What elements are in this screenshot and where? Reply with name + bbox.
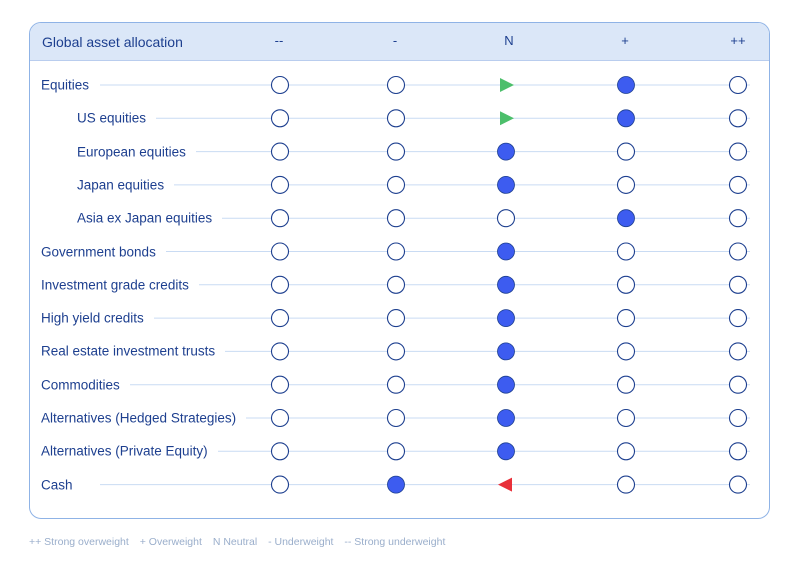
row-label-us-equities: US equities xyxy=(77,110,157,126)
column-header-neutral: N xyxy=(504,33,514,48)
empty-marker-high-yield-credits xyxy=(386,309,406,328)
row-label-investment-grade-credits: Investment grade credits xyxy=(41,277,199,293)
empty-marker-real-estate-investment-trusts xyxy=(616,342,636,361)
empty-marker-alternatives-hedged-strategies xyxy=(386,408,406,428)
empty-marker-european-equities xyxy=(616,142,636,161)
empty-marker-japan-equities xyxy=(270,175,290,194)
empty-marker-alternatives-private-equity xyxy=(270,442,290,461)
legend-item-overweight: + Overweight xyxy=(139,536,202,548)
empty-marker-us-equities xyxy=(386,109,406,128)
chart-title: Global asset allocation xyxy=(42,34,183,50)
legend-item-strong-underweight: -- Strong underweight xyxy=(344,536,446,548)
empty-marker-cash xyxy=(728,475,748,494)
empty-marker-asia-ex-japan-equities xyxy=(270,209,290,228)
selected-marker-investment-grade-credits xyxy=(497,275,515,294)
empty-marker-real-estate-investment-trusts xyxy=(270,342,290,361)
empty-marker-alternatives-private-equity xyxy=(616,442,636,461)
row-label-high-yield-credits: High yield credits xyxy=(41,310,154,326)
downgrade-arrow-cash xyxy=(498,477,512,492)
empty-marker-european-equities xyxy=(270,142,290,161)
row-label-government-bonds: Government bonds xyxy=(41,244,166,259)
column-header-overweight: + xyxy=(621,33,629,48)
empty-marker-commodities xyxy=(270,375,290,394)
empty-marker-equities xyxy=(270,75,290,95)
empty-marker-investment-grade-credits xyxy=(728,275,748,294)
empty-marker-asia-ex-japan-equities xyxy=(496,209,516,228)
row-label-japan-equities: Japan equities xyxy=(77,177,175,193)
empty-marker-investment-grade-credits xyxy=(616,275,636,294)
legend-item-neutral: N Neutral xyxy=(212,536,258,548)
selected-marker-cash xyxy=(387,475,405,494)
empty-marker-commodities xyxy=(728,375,748,394)
empty-marker-alternatives-private-equity xyxy=(728,442,748,461)
empty-marker-real-estate-investment-trusts xyxy=(386,342,406,361)
empty-marker-alternatives-hedged-strategies xyxy=(728,408,748,428)
legend: ++ Strong overweight + Overweight N Neut… xyxy=(29,536,453,548)
empty-marker-cash xyxy=(616,475,636,494)
selected-marker-real-estate-investment-trusts xyxy=(497,342,515,361)
empty-marker-government-bonds xyxy=(616,242,636,261)
empty-marker-government-bonds xyxy=(728,242,748,261)
empty-marker-us-equities xyxy=(270,109,290,128)
empty-marker-asia-ex-japan-equities xyxy=(386,209,406,228)
row-label-real-estate-investment-trusts: Real estate investment trusts xyxy=(41,343,226,359)
selected-marker-alternatives-private-equity xyxy=(497,442,515,461)
empty-marker-commodities xyxy=(386,375,406,394)
allocation-panel: Global asset allocation -- - N + ++ xyxy=(29,22,770,519)
empty-marker-alternatives-hedged-strategies xyxy=(616,408,636,428)
column-header-strong-overweight: ++ xyxy=(730,33,746,48)
upgrade-arrow-us-equities xyxy=(500,111,514,126)
row-label-commodities: Commodities xyxy=(41,377,130,393)
empty-marker-high-yield-credits xyxy=(616,309,636,328)
selected-marker-equities xyxy=(617,76,635,94)
empty-marker-alternatives-hedged-strategies xyxy=(270,408,290,428)
row-label-cash: Cash xyxy=(41,477,83,493)
empty-marker-alternatives-private-equity xyxy=(386,442,406,461)
empty-marker-equities xyxy=(386,75,406,95)
row-label-european-equities: European equities xyxy=(77,144,196,160)
empty-marker-cash xyxy=(270,475,290,494)
empty-marker-high-yield-credits xyxy=(270,309,290,328)
empty-marker-high-yield-credits xyxy=(728,309,748,328)
selected-marker-high-yield-credits xyxy=(497,309,515,328)
selected-marker-japan-equities xyxy=(497,175,515,194)
empty-marker-equities xyxy=(728,75,748,95)
empty-marker-japan-equities xyxy=(616,175,636,194)
row-label-alternatives-hedged-strategies: Alternatives (Hedged Strategies) xyxy=(41,410,247,426)
empty-marker-japan-equities xyxy=(386,175,406,194)
empty-marker-japan-equities xyxy=(728,175,748,194)
selected-marker-commodities xyxy=(497,375,515,394)
row-label-asia-ex-japan-equities: Asia ex Japan equities xyxy=(77,210,223,226)
empty-marker-commodities xyxy=(616,375,636,394)
empty-marker-government-bonds xyxy=(270,242,290,261)
empty-marker-european-equities xyxy=(386,142,406,161)
legend-item-underweight: - Underweight xyxy=(268,536,334,548)
empty-marker-real-estate-investment-trusts xyxy=(728,342,748,361)
empty-marker-us-equities xyxy=(728,109,748,128)
empty-marker-government-bonds xyxy=(386,242,406,261)
empty-marker-investment-grade-credits xyxy=(386,275,406,294)
upgrade-arrow-equities xyxy=(500,78,514,92)
selected-marker-asia-ex-japan-equities xyxy=(617,209,635,228)
legend-item-strong-overweight: ++ Strong overweight xyxy=(29,536,129,548)
column-header-strong-underweight: -- xyxy=(274,33,284,48)
row-label-equities: Equities xyxy=(41,77,100,93)
selected-marker-european-equities xyxy=(497,142,515,161)
table-header: Global asset allocation -- - N + ++ xyxy=(30,23,769,61)
selected-marker-government-bonds xyxy=(497,242,515,261)
selected-marker-us-equities xyxy=(617,109,635,128)
row-label-alternatives-private-equity: Alternatives (Private Equity) xyxy=(41,443,218,459)
empty-marker-investment-grade-credits xyxy=(270,275,290,294)
empty-marker-asia-ex-japan-equities xyxy=(728,209,748,228)
column-header-underweight: - xyxy=(392,33,398,48)
selected-marker-alternatives-hedged-strategies xyxy=(497,409,515,427)
empty-marker-european-equities xyxy=(728,142,748,161)
